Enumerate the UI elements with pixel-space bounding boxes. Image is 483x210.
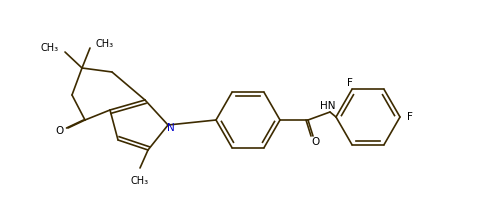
Text: O: O [56, 126, 64, 136]
Text: O: O [311, 137, 319, 147]
Text: N: N [167, 123, 175, 133]
Text: HN: HN [320, 101, 336, 111]
Text: CH₃: CH₃ [131, 176, 149, 186]
Text: CH₃: CH₃ [41, 43, 59, 53]
Text: F: F [407, 112, 413, 122]
Text: F: F [347, 78, 353, 88]
Text: CH₃: CH₃ [96, 39, 114, 49]
